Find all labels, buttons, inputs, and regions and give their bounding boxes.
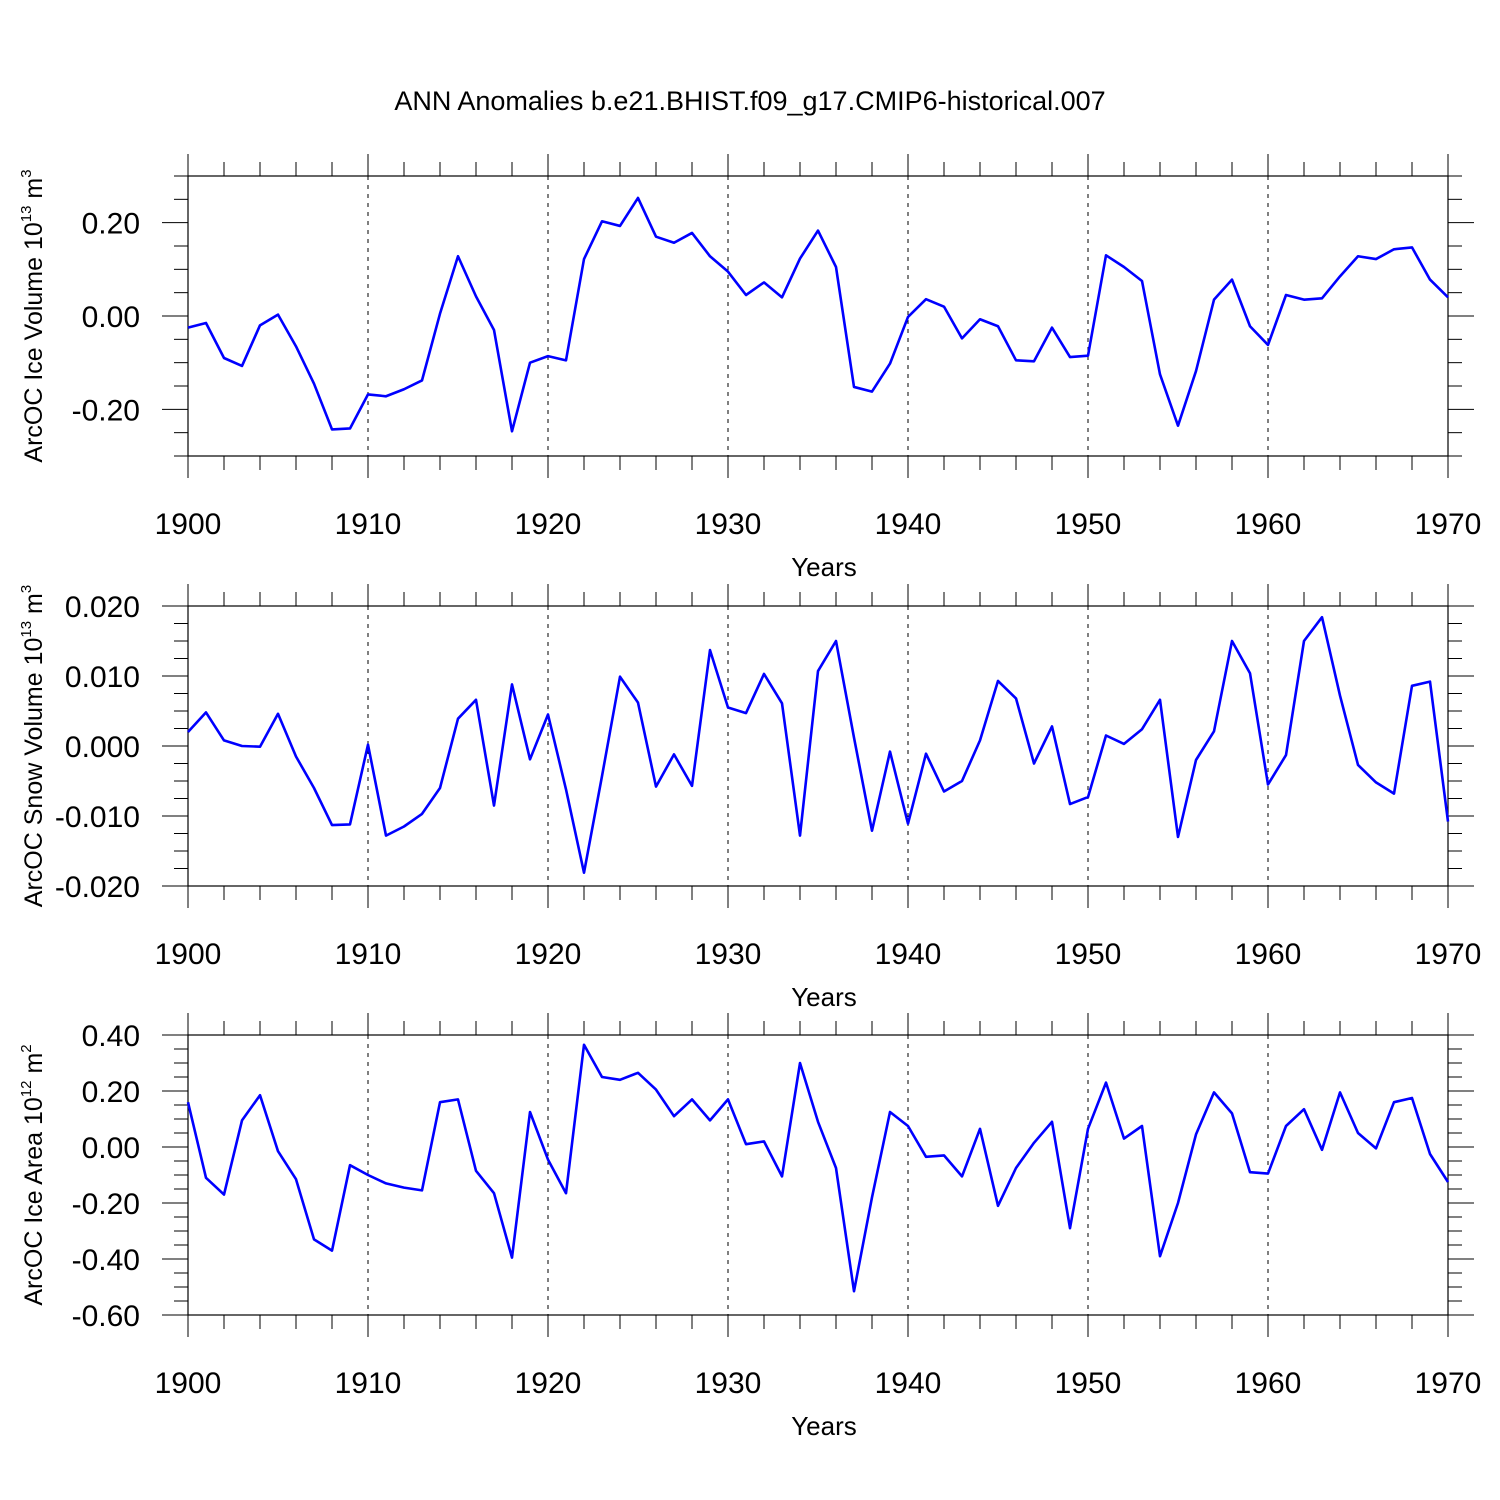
x-tick-label: 1950 <box>1055 508 1122 541</box>
y-tick-label: 0.00 <box>82 301 140 334</box>
y-tick-label: 0.20 <box>82 1076 140 1109</box>
x-axis-label: Years <box>791 982 857 1012</box>
x-tick-label: 1900 <box>155 938 222 971</box>
x-axis-label: Years <box>791 1411 857 1441</box>
y-axis-label-unit: m <box>20 1053 48 1081</box>
y-tick-label: 0.010 <box>65 661 140 694</box>
y-tick-label: 0.00 <box>82 1132 140 1165</box>
y-tick-label: -0.020 <box>55 871 140 904</box>
series-line <box>186 1043 1450 1293</box>
y-axis-label: ArcOC Ice Volume 1013 m3 <box>18 169 48 462</box>
x-tick-label: 1940 <box>875 938 942 971</box>
panels: 1900 1910 1920 1930 1940 1950 1960 1970 Years -0.… <box>18 154 1481 1441</box>
y-tick-label: -0.20 <box>72 1188 140 1221</box>
x-tick-label: 1920 <box>515 1367 582 1400</box>
chart-title: ANN Anomalies b.e21.BHIST.f09_g17.CMIP6-… <box>394 86 1105 116</box>
y-axis-label-exponent: 13 <box>18 621 35 638</box>
x-tick-label: 1910 <box>335 1367 402 1400</box>
panel-1: 1900 1910 1920 1930 1940 1950 1960 1970 Years -0.… <box>18 154 1481 582</box>
plot-frame <box>187 175 1449 457</box>
series-line <box>187 615 1450 875</box>
y-axis-label-unit-exponent: 3 <box>18 169 35 177</box>
x-tick-label: 1970 <box>1415 938 1482 971</box>
series-line <box>187 196 1449 433</box>
x-tick-label: 1920 <box>515 938 582 971</box>
y-axis-label-text: ArcOC Ice Volume 10 <box>20 222 48 462</box>
x-tick-label: 1960 <box>1235 508 1302 541</box>
y-axis-label-exponent: 12 <box>18 1081 35 1098</box>
x-tick-label: 1930 <box>695 1367 762 1400</box>
x-tick-label: 1970 <box>1415 508 1482 541</box>
y-tick-label: 0.20 <box>82 208 140 241</box>
y-tick-label: -0.60 <box>72 1300 140 1333</box>
y-axis-label-unit: m <box>20 593 48 621</box>
y-tick-label: 0.40 <box>82 1020 140 1053</box>
x-tick-label: 1970 <box>1415 1367 1482 1400</box>
x-tick-label: 1950 <box>1055 938 1122 971</box>
y-tick-label: 0.020 <box>65 591 140 624</box>
x-tick-label: 1910 <box>335 938 402 971</box>
plot-frame <box>187 605 1449 887</box>
panel-3: 1900 1910 1920 1930 1940 1950 1960 1970 Years -0.… <box>18 1013 1481 1441</box>
x-tick-label: 1910 <box>335 508 402 541</box>
x-tick-label: 1940 <box>875 1367 942 1400</box>
panel-2: 1900 1910 1920 1930 1940 1950 1960 1970 Years -0.… <box>18 584 1481 1012</box>
x-tick-label: 1920 <box>515 508 582 541</box>
x-tick-label: 1960 <box>1235 938 1302 971</box>
x-tick-label: 1930 <box>695 938 762 971</box>
x-tick-label: 1960 <box>1235 1367 1302 1400</box>
y-tick-label: -0.20 <box>72 394 140 427</box>
x-tick-label: 1900 <box>155 1367 222 1400</box>
plot-frame <box>187 1034 1449 1316</box>
x-tick-label: 1930 <box>695 508 762 541</box>
y-axis-label-unit-exponent: 2 <box>18 1044 35 1052</box>
y-axis-label-text: ArcOC Snow Volume 10 <box>20 638 48 908</box>
y-axis-label-unit-exponent: 3 <box>18 585 35 593</box>
y-tick-label: -0.40 <box>72 1244 140 1277</box>
y-axis-label: ArcOC Ice Area 1012 m2 <box>18 1044 48 1305</box>
x-tick-label: 1950 <box>1055 1367 1122 1400</box>
y-tick-label: 0.000 <box>65 731 140 764</box>
x-tick-label: 1900 <box>155 508 222 541</box>
y-tick-label: -0.010 <box>55 801 140 834</box>
x-axis-label: Years <box>791 552 857 582</box>
y-axis-label-text: ArcOC Ice Area 10 <box>20 1097 48 1305</box>
x-tick-label: 1940 <box>875 508 942 541</box>
y-axis-label-exponent: 13 <box>18 206 35 223</box>
y-axis-label: ArcOC Snow Volume 1013 m3 <box>18 585 48 907</box>
y-axis-label-unit: m <box>20 178 48 206</box>
